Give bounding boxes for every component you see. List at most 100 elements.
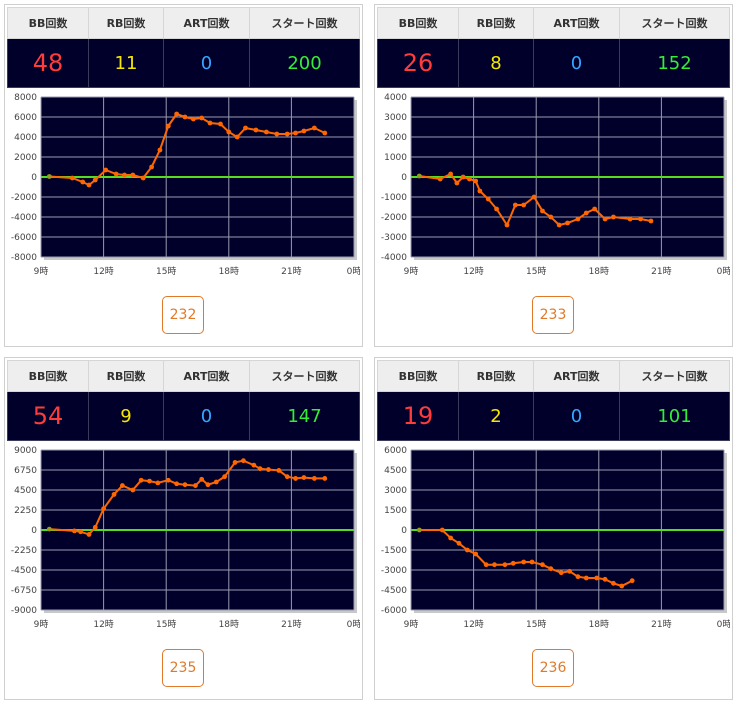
y-tick-label: 0 [31,173,37,183]
data-point [251,462,257,468]
stats-table: BB回数 RB回数 ART回数 スタート回数 48 11 0 200 [7,7,360,88]
x-tick-label: 0時 [347,266,360,277]
data-point [119,483,125,488]
data-point [138,477,144,483]
data-point [437,176,443,182]
data-point [174,481,180,487]
data-point [311,476,317,481]
data-point [130,487,136,493]
y-tick-label: 4500 [384,466,407,476]
machine-number-button[interactable]: 232 [162,296,204,334]
bb-header: BB回数 [7,360,89,392]
data-point [448,535,454,541]
data-point [521,559,527,565]
data-point [182,482,188,488]
y-tick-label: 0 [401,526,407,536]
machine-panel: BB回数 RB回数 ART回数 スタート回数 48 11 0 200 232 8000 6000 40… [4,4,363,347]
data-point [575,574,581,580]
data-point [322,476,328,481]
data-point [257,466,263,472]
data-point [602,576,608,582]
data-point [521,202,527,208]
data-point [71,528,77,534]
y-tick-label: 2000 [384,133,407,143]
x-tick-label: 0時 [347,619,360,630]
machine-number-button[interactable]: 233 [532,296,574,334]
art-header: ART回数 [533,7,620,39]
bb-header: BB回数 [377,360,459,392]
data-point [583,210,589,216]
start-header: スタート回数 [249,360,360,392]
data-point [611,580,616,586]
y-tick-label: -6750 [11,586,37,596]
rb-header: RB回数 [458,360,534,392]
data-point [92,177,98,183]
data-point [111,492,117,497]
rb-header: RB回数 [458,7,534,39]
data-point [276,468,282,473]
x-tick-label: 9時 [404,266,419,277]
y-tick-label: 8000 [14,93,37,103]
y-tick-label: 6000 [14,113,37,123]
machine-number-button[interactable]: 236 [532,649,574,687]
data-point [266,467,271,472]
y-tick-label: -1000 [381,193,407,203]
y-tick-label: -1500 [381,546,407,556]
y-tick-label: -6000 [11,233,37,243]
data-point [199,476,205,482]
data-point [222,474,228,480]
y-tick-label: 9000 [14,446,37,456]
stats-table: BB回数 RB回数 ART回数 スタート回数 26 8 0 152 [377,7,730,88]
data-point [174,111,180,117]
data-point [629,578,635,584]
data-point [602,216,608,222]
data-point [477,188,483,194]
y-tick-label: 0 [401,173,407,183]
data-point [510,560,516,566]
start-count: 200 [249,38,360,88]
data-point [69,175,75,181]
x-tick-label: 12時 [463,619,483,630]
data-point [540,208,545,214]
data-point [485,196,491,202]
data-point [92,524,98,530]
rb-count: 9 [88,391,164,441]
rb-count: 11 [88,38,164,88]
y-tick-label: -4500 [11,566,37,576]
data-point [149,164,154,170]
x-tick-label: 21時 [281,266,301,277]
y-tick-label: -2000 [381,213,407,223]
x-tick-label: 18時 [589,619,609,630]
data-point [293,130,298,136]
data-point [322,130,328,136]
data-point [464,547,470,553]
y-tick-label: -4500 [381,586,407,596]
x-tick-label: 12時 [93,266,113,277]
art-header: ART回数 [533,360,620,392]
bb-header: BB回数 [377,7,459,39]
y-tick-label: 1500 [384,506,407,516]
y-tick-label: 2000 [14,153,37,163]
data-point [140,175,146,181]
x-tick-label: 12時 [93,619,113,630]
data-point [284,474,290,480]
data-point [241,458,246,464]
y-tick-label: -2250 [11,546,37,556]
data-point [483,562,489,568]
machine-panel: BB回数 RB回数 ART回数 スタート回数 26 8 0 152 233 4000 3000 200… [374,4,733,347]
data-point [611,214,616,220]
data-point [78,529,84,535]
data-point [504,222,510,228]
y-tick-label: -6000 [381,606,407,616]
art-count: 0 [163,391,250,441]
data-point [548,566,554,572]
stats-table: BB回数 RB回数 ART回数 スタート回数 54 9 0 147 [7,360,360,441]
y-tick-label: 4000 [384,93,407,103]
data-point [448,171,454,177]
x-tick-label: 15時 [156,619,176,630]
x-tick-label: 18時 [219,266,239,277]
machine-number-button[interactable]: 235 [162,649,204,687]
start-header: スタート回数 [619,7,730,39]
data-point [46,526,52,532]
data-point [226,129,232,135]
